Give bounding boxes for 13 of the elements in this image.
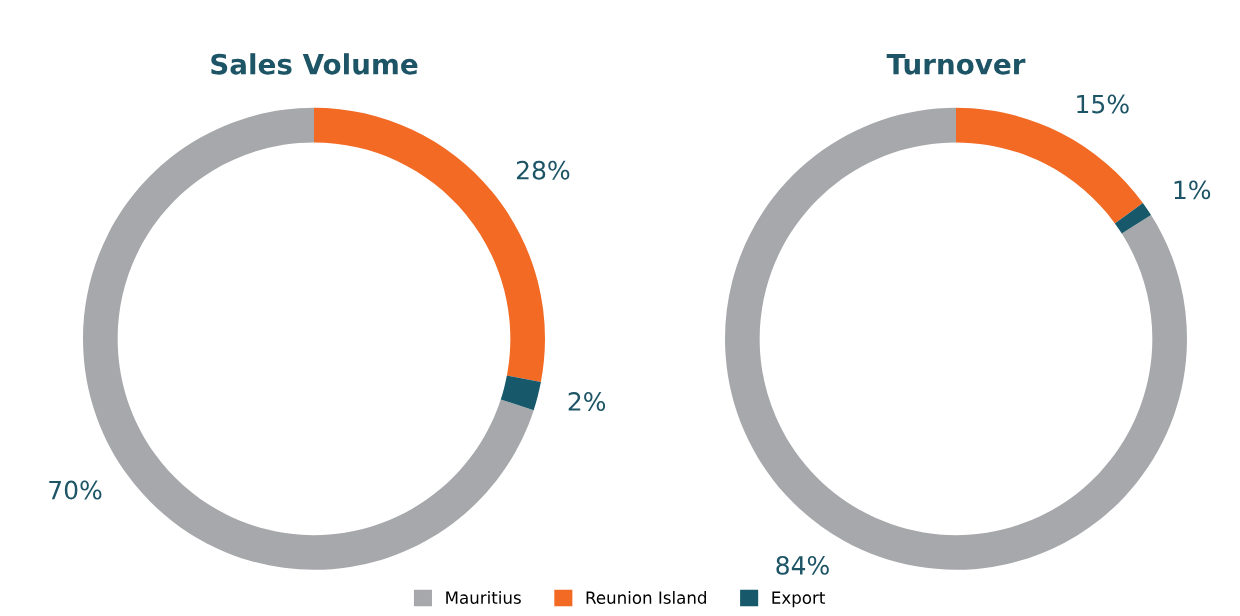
data-label: 1%	[1174, 180, 1211, 200]
legend-label: Mauritius	[446, 591, 521, 604]
chart-title: Turnover	[886, 54, 1026, 75]
data-label: 84%	[776, 555, 829, 575]
donut-slice	[500, 375, 541, 411]
chart-title: Sales Volume	[211, 53, 418, 75]
data-label: 15%	[1077, 94, 1129, 114]
data-label: 2%	[568, 392, 606, 411]
data-label: 70%	[49, 480, 102, 500]
data-label: 28%	[516, 160, 570, 180]
donut-slice	[1114, 203, 1152, 234]
legend-label: Export	[772, 591, 825, 608]
legend-label: Reunion Island	[586, 591, 706, 604]
